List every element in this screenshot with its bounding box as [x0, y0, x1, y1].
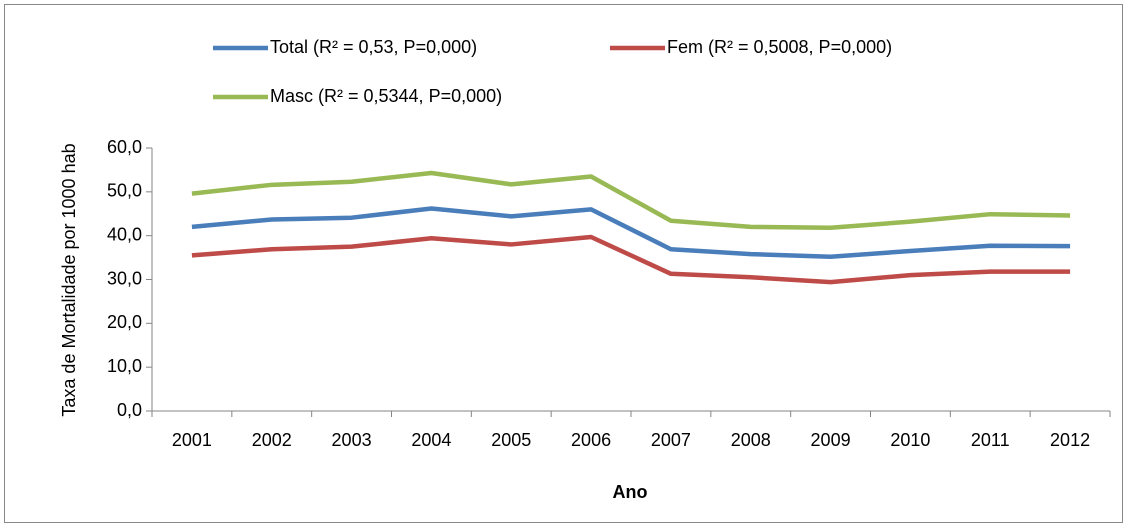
x-tick-label: 2002	[252, 430, 292, 450]
y-tick-label: 50,0	[107, 181, 142, 201]
x-tick-label: 2004	[411, 430, 451, 450]
y-tick-label: 60,0	[107, 137, 142, 157]
x-tick-label: 2010	[890, 430, 930, 450]
y-tick-label: 30,0	[107, 268, 142, 288]
y-tick-label: 20,0	[107, 312, 142, 332]
legend-label: Fem (R² = 0,5008, P=0,000)	[667, 37, 892, 57]
x-axis-label: Ano	[613, 482, 648, 502]
x-tick-label: 2009	[811, 430, 851, 450]
x-tick-label: 2005	[491, 430, 531, 450]
x-tick-label: 2003	[332, 430, 372, 450]
legend-label: Masc (R² = 0,5344, P=0,000)	[270, 86, 502, 106]
x-tick-label: 2006	[571, 430, 611, 450]
x-tick-label: 2012	[1050, 430, 1090, 450]
series-line	[191, 170, 1071, 231]
x-tick-label: 2007	[651, 430, 691, 450]
y-axis-label: Taxa de Mortalidade por 1000 hab	[59, 143, 79, 416]
series-line	[191, 234, 1071, 285]
legend-label: Total (R² = 0,53, P=0,000)	[270, 37, 477, 57]
series-line	[191, 206, 1071, 259]
y-tick-label: 40,0	[107, 224, 142, 244]
x-tick-label: 2011	[971, 430, 1010, 450]
x-tick-label: 2008	[731, 430, 771, 450]
x-tick-label: 2001	[172, 430, 212, 450]
chart-border	[4, 4, 1123, 523]
y-tick-label: 10,0	[107, 356, 142, 376]
y-tick-label: 0,0	[117, 400, 142, 420]
